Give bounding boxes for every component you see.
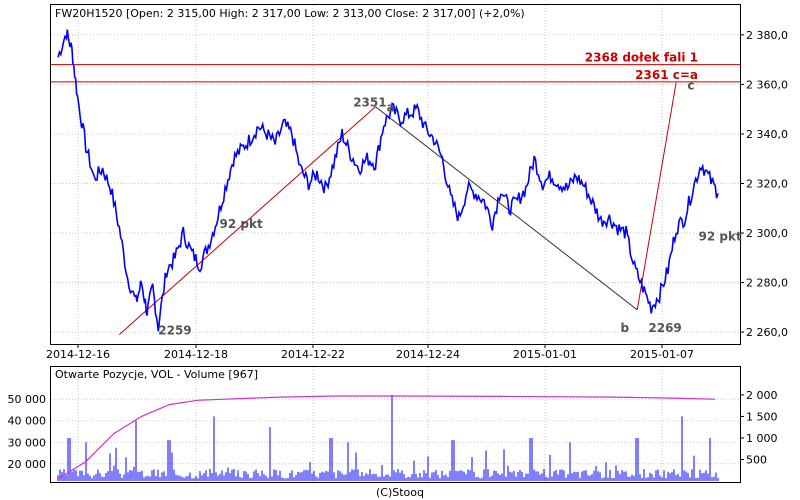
price-line — [57, 29, 719, 332]
price-y-tick-label: 2 360,0 — [746, 78, 788, 91]
price-annotation: 92 pkt — [220, 217, 263, 231]
price-x-tick-label: 2014-12-24 — [396, 348, 460, 361]
price-panel-frame — [50, 4, 741, 345]
price-grid — [51, 5, 740, 344]
price-x-tick-label: 2014-12-18 — [164, 348, 228, 361]
price-annotation: 2351 — [353, 96, 386, 110]
price-y-tick-label: 2 300,0 — [746, 227, 788, 240]
price-annotations: 2351 a 92 pkt 2259 b 2269 c 92 pkt — [158, 78, 742, 337]
price-y-tick-label: 2 380,0 — [746, 29, 788, 42]
horizontal-level-label: 2361 c=a — [635, 68, 698, 82]
trend-line — [375, 106, 638, 311]
volume-left-tick-label: 40 000 — [8, 415, 47, 428]
price-horizontal-lines: 2368 dołek fali 1 2361 c=a — [51, 51, 740, 83]
volume-y-ticks: 50 000 40 000 30 000 20 000 2 000 1 500 1 000 5… — [8, 389, 778, 471]
price-annotation: 92 pkt — [699, 229, 742, 243]
price-x-ticks: 2014-12-16 2014-12-18 2014-12-22 2014-12-24… — [46, 344, 694, 361]
price-annotation: c — [687, 78, 694, 92]
volume-right-tick-label: 2 000 — [746, 389, 778, 402]
open-interest-line — [57, 395, 716, 480]
price-panel-title: FW20H1520 [Open: 2 315,00 High: 2 317,00… — [55, 7, 525, 20]
volume-right-tick-label: 500 — [746, 453, 767, 466]
volume-panel-frame — [50, 366, 741, 483]
price-y-tick-label: 2 320,0 — [746, 177, 788, 190]
price-annotation: 2269 — [648, 321, 681, 335]
price-series — [57, 29, 719, 332]
volume-grid — [51, 367, 740, 482]
price-y-ticks: 2 380,0 2 360,0 2 340,0 2 320,0 2 300,0 2 280… — [740, 29, 788, 339]
price-x-tick-label: 2014-12-16 — [46, 348, 110, 361]
price-x-tick-label: 2014-12-22 — [281, 348, 345, 361]
horizontal-level-label: 2368 dołek fali 1 — [585, 51, 698, 65]
price-annotation: a — [387, 101, 395, 115]
volume-series — [57, 394, 719, 481]
volume-right-tick-label: 1 500 — [746, 410, 778, 423]
volume-left-tick-label: 50 000 — [8, 393, 47, 406]
volume-panel-title: Otwarte Pozycje, VOL - Volume [967] — [55, 368, 258, 381]
trend-line — [636, 81, 677, 310]
price-y-tick-label: 2 340,0 — [746, 128, 788, 141]
volume-left-tick-label: 20 000 — [8, 458, 47, 471]
volume-right-tick-label: 1 000 — [746, 432, 778, 445]
price-annotation: b — [621, 321, 630, 335]
price-x-tick-label: 2015-01-07 — [630, 348, 694, 361]
volume-left-tick-label: 30 000 — [8, 436, 47, 449]
footer-credit: (C)Stooq — [376, 486, 424, 499]
price-y-tick-label: 2 260,0 — [746, 326, 788, 339]
price-y-tick-label: 2 280,0 — [746, 277, 788, 290]
price-annotation: 2259 — [158, 324, 191, 338]
price-x-tick-label: 2015-01-01 — [513, 348, 577, 361]
